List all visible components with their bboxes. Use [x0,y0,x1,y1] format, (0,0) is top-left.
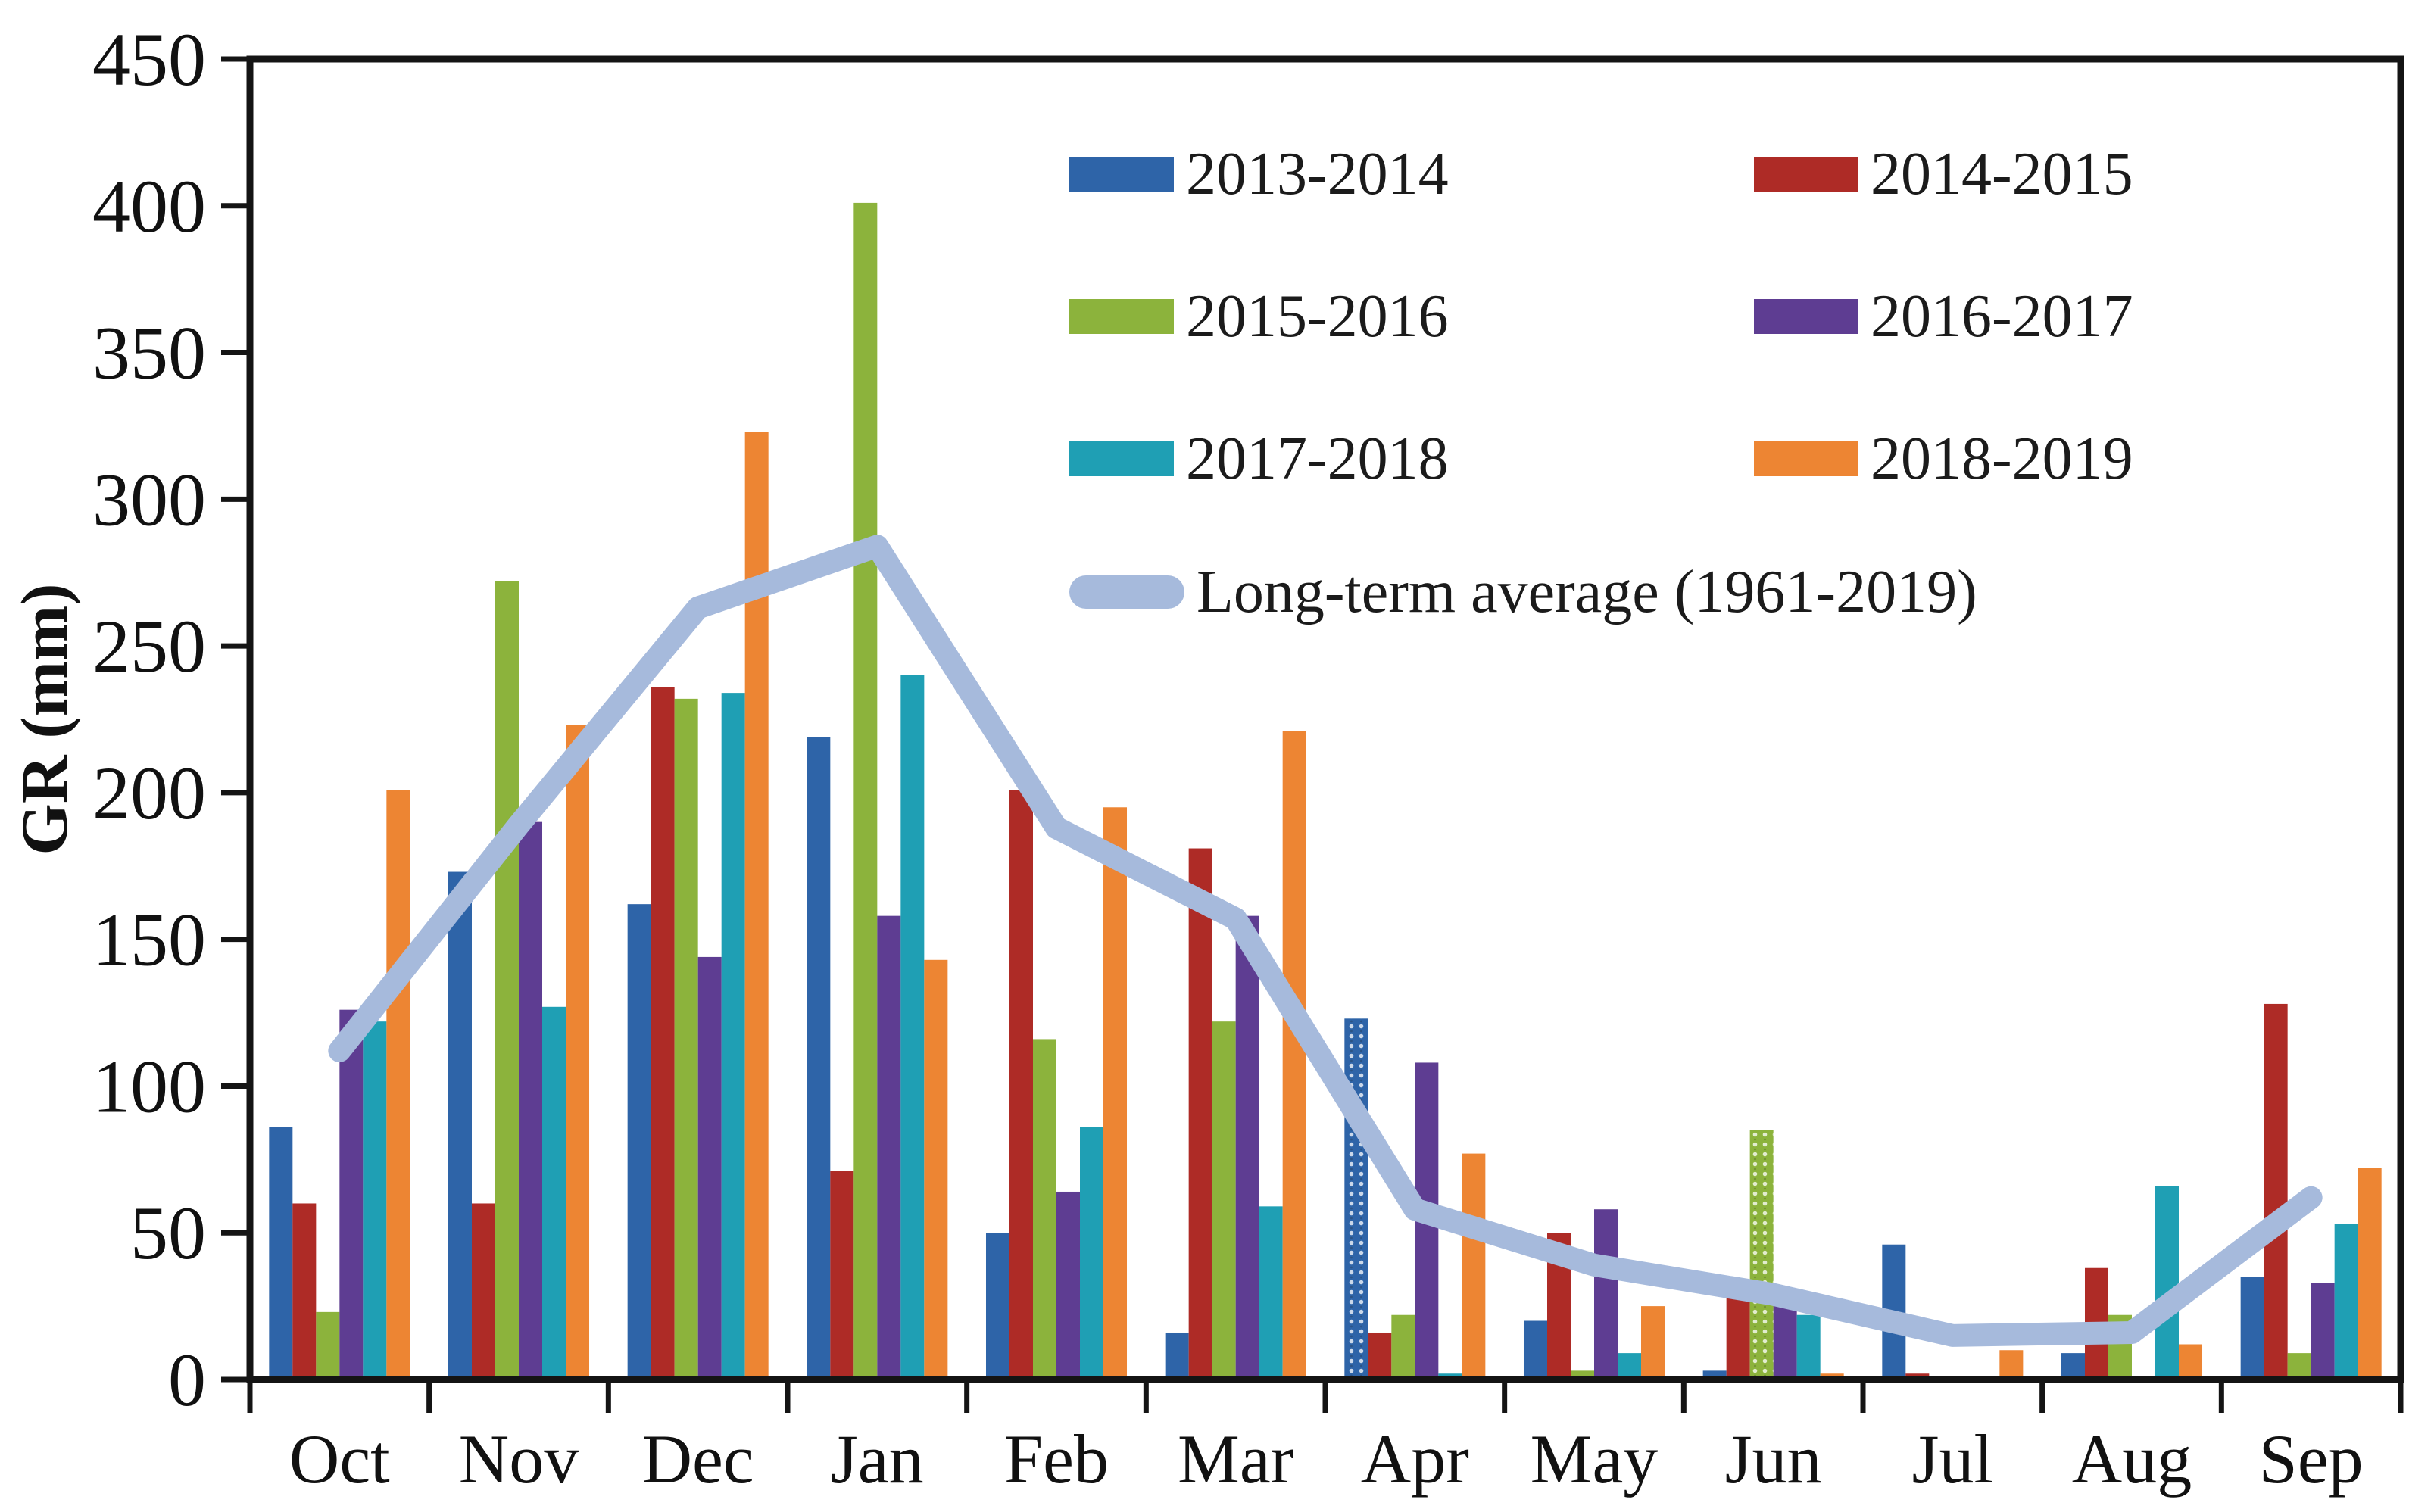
svg-text:0: 0 [168,1338,206,1422]
svg-text:Jul: Jul [1912,1420,1993,1498]
legend-swatch-2017-2018 [1069,441,1174,476]
svg-text:100: 100 [92,1044,206,1128]
legend-swatch-2016-2017 [1754,299,1858,334]
legend-swatch-2018-2019 [1754,441,1858,476]
legend-label: Long-term average (1961-2019) [1197,559,1977,625]
legend-item-2015-2016: 2015-2016 [1069,286,1449,347]
svg-text:Mar: Mar [1178,1420,1293,1498]
legend-swatch-2013-2014 [1069,157,1174,192]
legend-label: 2013-2014 [1186,141,1449,207]
svg-text:300: 300 [92,457,206,541]
svg-text:Aug: Aug [2072,1420,2192,1498]
legend-label: 2017-2018 [1186,426,1449,492]
svg-text:May: May [1531,1420,1659,1498]
svg-text:Feb: Feb [1004,1420,1109,1498]
svg-text:Apr: Apr [1361,1420,1469,1498]
svg-text:GR (mm): GR (mm) [8,583,82,855]
svg-text:Jun: Jun [1725,1420,1822,1498]
svg-text:450: 450 [92,17,206,101]
svg-text:400: 400 [92,164,206,248]
svg-text:350: 350 [92,311,206,395]
legend-swatch-2015-2016 [1069,299,1174,334]
svg-text:Dec: Dec [642,1420,754,1498]
svg-text:50: 50 [130,1191,206,1275]
svg-text:Oct: Oct [289,1420,390,1498]
legend-item-2013-2014: 2013-2014 [1069,144,1449,204]
svg-text:Jan: Jan [831,1420,924,1498]
legend-item-2016-2017: 2016-2017 [1754,286,2133,347]
legend-item-2014-2015: 2014-2015 [1754,144,2133,204]
legend-label: 2014-2015 [1871,141,2133,207]
legend-line-swatch [1069,575,1184,609]
svg-text:Nov: Nov [459,1420,579,1498]
svg-text:250: 250 [92,604,206,688]
legend-item-2018-2019: 2018-2019 [1754,429,2133,489]
legend-item-long-term-average: Long-term average (1961-2019) [1069,562,1977,622]
legend-label: 2015-2016 [1186,283,1449,350]
svg-text:150: 150 [92,898,206,982]
svg-text:Sep: Sep [2259,1420,2364,1498]
legend-item-2017-2018: 2017-2018 [1069,429,1449,489]
legend-label: 2016-2017 [1871,283,2133,350]
legend-label: 2018-2019 [1871,426,2133,492]
legend-swatch-2014-2015 [1754,157,1858,192]
svg-text:200: 200 [92,751,206,835]
